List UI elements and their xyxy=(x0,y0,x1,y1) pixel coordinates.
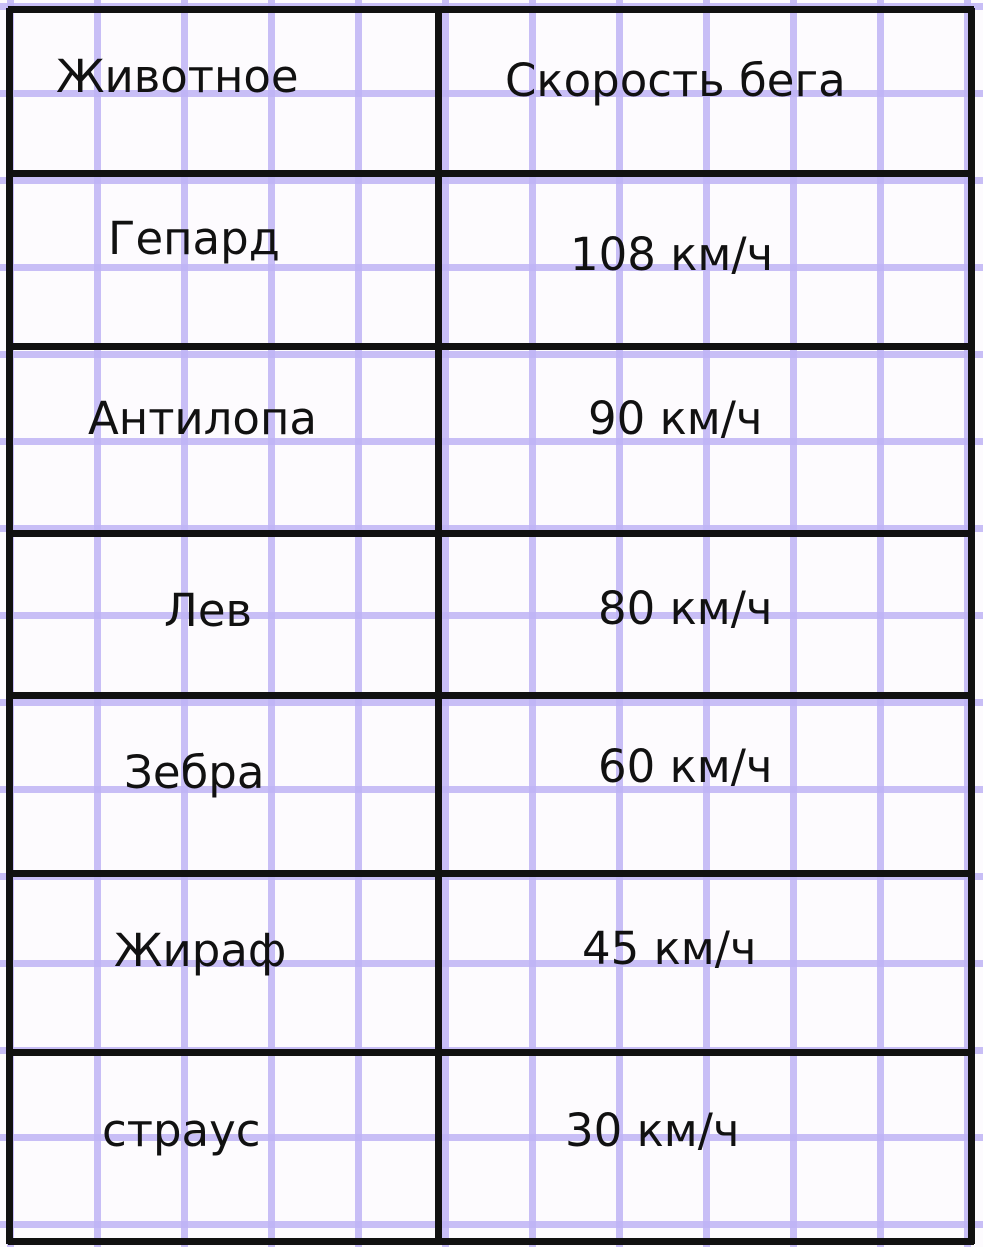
cell-animal: Лев xyxy=(164,584,253,637)
cell-animal: Зебра xyxy=(124,746,265,799)
row-divider xyxy=(8,1049,974,1056)
row-divider xyxy=(8,692,974,699)
column-divider xyxy=(435,8,442,1244)
row-divider xyxy=(8,170,974,177)
table-border-right xyxy=(968,8,975,1244)
cell-speed: 60 км/ч xyxy=(598,740,773,793)
header-animal: Животное xyxy=(56,50,299,103)
table-border-left xyxy=(6,8,13,1244)
cell-animal: Жираф xyxy=(114,924,287,977)
cell-animal: Гепард xyxy=(108,212,280,265)
cell-animal: страус xyxy=(102,1104,261,1157)
table-border-bottom xyxy=(8,1238,974,1245)
cell-speed: 80 км/ч xyxy=(598,582,773,635)
cell-speed: 108 км/ч xyxy=(570,228,774,281)
cell-animal: Антилопа xyxy=(88,392,317,445)
table-border-top xyxy=(8,6,974,13)
row-divider xyxy=(8,343,974,350)
row-divider xyxy=(8,530,974,537)
cell-speed: 45 км/ч xyxy=(582,922,757,975)
cell-speed: 90 км/ч xyxy=(588,392,763,445)
cell-speed: 30 км/ч xyxy=(565,1104,740,1157)
row-divider xyxy=(8,870,974,877)
header-speed: Скорость бега xyxy=(505,54,846,107)
